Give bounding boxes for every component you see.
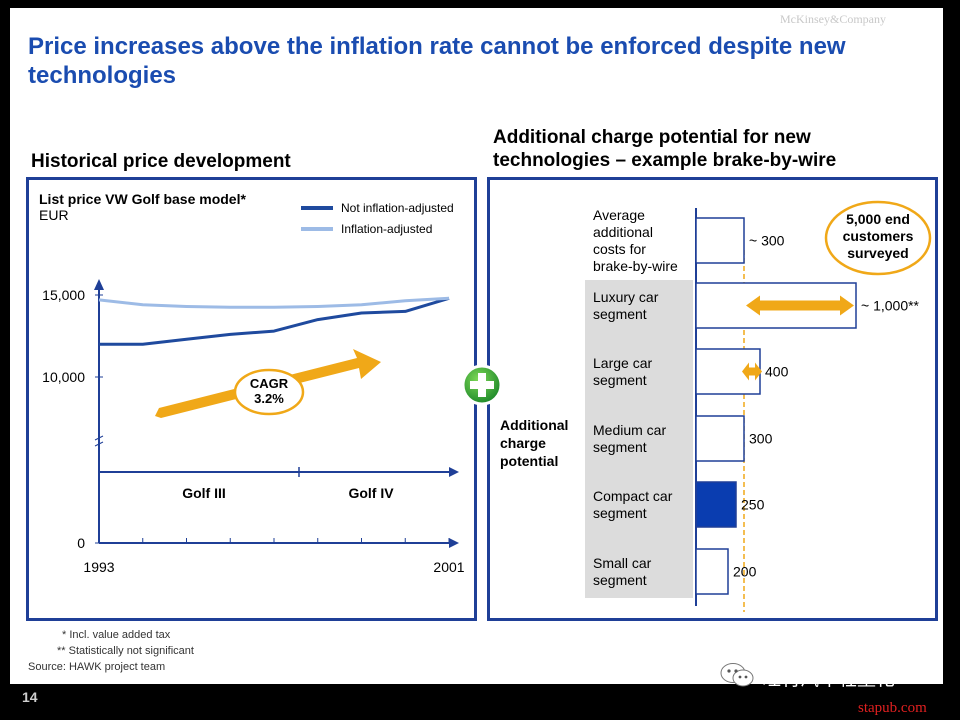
- cagr-value: 3.2%: [254, 391, 284, 406]
- bar-value-label: ~ 1,000**: [861, 298, 920, 314]
- category-label: Average: [593, 207, 645, 223]
- left-panel: List price VW Golf base model* EUR Not inf…: [26, 177, 477, 621]
- right-heading-line2: technologies – example brake-by-wire: [493, 150, 837, 171]
- right-panel-heading: Additional charge potential for new tech…: [493, 126, 836, 172]
- side-label: potential: [500, 453, 558, 469]
- category-label: segment: [593, 572, 647, 588]
- source-note: Source: HAWK project team: [28, 661, 166, 673]
- bar-value-label: 400: [765, 364, 789, 380]
- axis-break-mark: [94, 441, 104, 447]
- survey-callout: [824, 200, 932, 276]
- axis-break-mark: [94, 435, 104, 441]
- chart-title: List price VW Golf base model*: [39, 191, 246, 207]
- period-label-golf-iv: Golf IV: [348, 485, 394, 501]
- category-label: Luxury car: [593, 289, 659, 305]
- slide-title: Price increases above the inflation rate…: [28, 33, 846, 89]
- footnote-significance: ** Statistically not significant: [57, 645, 194, 657]
- x-tick-label: 1993: [83, 559, 114, 575]
- category-label: additional: [593, 224, 653, 240]
- legend-label-1: Not inflation-adjusted: [341, 201, 454, 215]
- wechat-icon: [720, 663, 754, 687]
- category-label: segment: [593, 306, 647, 322]
- bar-value-label: 200: [733, 564, 757, 580]
- category-label: Small car: [593, 555, 652, 571]
- potential-arrow: [746, 295, 854, 316]
- right-panel: ~ 300 Average additional costs for brake-by-…: [487, 177, 938, 621]
- bottom-bar: [10, 684, 943, 712]
- footnote-vat: * Incl. value added tax: [62, 629, 171, 641]
- survey-callout-text: customers: [843, 228, 914, 244]
- historical-price-chart: List price VW Golf base model*EUR Not inf…: [39, 191, 465, 575]
- bar-value-label: 250: [741, 497, 765, 513]
- bar: [695, 217, 745, 264]
- category-label: Large car: [593, 355, 652, 371]
- category-label: segment: [593, 439, 647, 455]
- brand-logo: McKinsey&Company: [780, 12, 886, 26]
- series-line-inflation-adjusted: [98, 296, 450, 309]
- x-tick-label: 2001: [433, 559, 464, 575]
- survey-callout-text: 5,000 end: [846, 211, 910, 227]
- period-axis-arrowhead: [449, 467, 459, 477]
- right-heading-line1: Additional charge potential for new: [493, 127, 811, 148]
- y-tick-label: 10,000: [42, 369, 85, 385]
- y-axis-arrowhead: [94, 279, 104, 290]
- category-label: segment: [593, 372, 647, 388]
- category-label: Medium car: [593, 422, 666, 438]
- left-panel-heading: Historical price development: [31, 151, 291, 172]
- page-number: 14: [22, 689, 38, 705]
- bar-value-label: ~ 300: [749, 233, 785, 249]
- y-axis-unit: EUR: [39, 207, 69, 223]
- segment-label-shade: [585, 280, 693, 598]
- cagr-label: CAGR: [250, 376, 289, 391]
- category-label: costs for: [593, 241, 646, 257]
- category-label: brake-by-wire: [593, 258, 678, 274]
- potential-arrow: [742, 362, 762, 381]
- y-tick-label: 15,000: [42, 287, 85, 303]
- side-label: Additional: [500, 417, 568, 433]
- category-label: segment: [593, 505, 647, 521]
- watermark-text: 旺材汽车轻量化: [762, 669, 896, 690]
- bar: [695, 415, 745, 462]
- cagr-badge: [233, 368, 305, 416]
- x-axis-arrowhead: [449, 538, 459, 548]
- watermark-url: stapub.com: [858, 700, 927, 716]
- side-label: charge: [500, 435, 546, 451]
- legend-label-2: Inflation-adjusted: [341, 222, 432, 236]
- bar: [695, 481, 737, 528]
- period-label-golf-iii: Golf III: [182, 485, 226, 501]
- bar-value-label: 300: [749, 431, 773, 447]
- bar: [695, 548, 729, 595]
- plus-icon: [461, 364, 503, 406]
- y-tick-label: 0: [77, 535, 85, 551]
- series-line-not-inflation-adjusted: [99, 296, 450, 346]
- survey-callout-text: surveyed: [847, 245, 908, 261]
- category-label: Compact car: [593, 488, 673, 504]
